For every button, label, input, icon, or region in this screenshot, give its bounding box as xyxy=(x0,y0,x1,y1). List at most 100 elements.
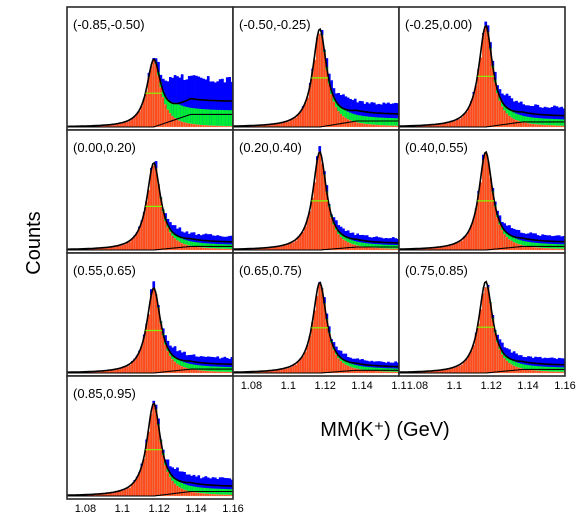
hist-bar-blue xyxy=(223,236,227,250)
hist-bar-blue xyxy=(391,103,395,127)
hist-bar-blue xyxy=(394,102,397,127)
hist-bar-blue xyxy=(199,77,203,127)
hist-bar-blue xyxy=(197,356,201,373)
hist-bar-blue xyxy=(372,102,376,127)
hist-bar-green xyxy=(550,118,554,127)
panel-frame xyxy=(398,252,566,377)
hist-bar-green xyxy=(209,488,212,496)
x-tick-label: 1.08 xyxy=(75,503,96,515)
hist-bar-blue xyxy=(187,76,191,127)
hist-bar-blue xyxy=(396,238,400,250)
hist-bar-blue xyxy=(538,356,542,373)
x-tick-label: 1.08 xyxy=(407,380,428,392)
hist-bar-blue xyxy=(228,358,231,373)
hist-bar-green xyxy=(548,118,552,127)
hist-bar-blue xyxy=(527,356,530,373)
hist-bar-blue xyxy=(361,234,364,250)
hist-bar-blue xyxy=(192,75,196,127)
hist-bar-blue xyxy=(356,102,359,127)
hist-bar-green xyxy=(230,110,234,127)
panel-1: (-0.50,-0.25) xyxy=(232,6,400,131)
hist-bar-blue xyxy=(557,235,561,250)
hist-bar-blue xyxy=(195,356,198,373)
hist-bar-green xyxy=(211,488,215,496)
hist-bar-blue xyxy=(377,237,381,250)
hist-bar-green xyxy=(187,485,191,496)
hist-bar-green xyxy=(221,110,224,127)
hist-bar-blue xyxy=(541,234,544,250)
hist-bar-blue xyxy=(351,100,355,127)
hist-bar-blue xyxy=(527,105,530,127)
hist-bar-green xyxy=(548,366,552,373)
hist-bar-blue xyxy=(214,235,217,250)
hist-bar-blue xyxy=(176,76,179,127)
hist-bar-green xyxy=(195,108,198,127)
panel-bin-label: (0.75,0.85) xyxy=(405,263,468,278)
hist-bar-blue xyxy=(363,235,367,250)
panel-bin-label: (0.40,0.55) xyxy=(405,140,468,155)
hist-bar-blue xyxy=(192,354,196,373)
hist-bar-green xyxy=(557,119,561,127)
hist-bar-blue xyxy=(389,238,393,250)
hist-bar-green xyxy=(553,119,556,127)
hist-bar-green xyxy=(536,118,540,127)
hist-bar-blue xyxy=(365,235,369,250)
hist-bar-blue xyxy=(370,102,374,127)
panel-4: (0.20,0.40) xyxy=(232,129,400,254)
hist-bar-green xyxy=(557,367,561,373)
hist-bar-blue xyxy=(548,235,552,250)
x-tick-label: 1.1 xyxy=(281,380,296,392)
hist-bar-blue xyxy=(358,100,362,127)
hist-bar-blue xyxy=(209,81,212,127)
hist-bar-green xyxy=(204,109,208,127)
hist-bar-blue xyxy=(361,359,364,373)
hist-bar-green xyxy=(228,244,231,250)
hist-bar-blue xyxy=(195,476,198,496)
hist-bar-blue xyxy=(527,233,530,250)
hist-bar-green xyxy=(375,117,378,127)
hist-bar-blue xyxy=(218,235,222,250)
hist-bar-blue xyxy=(541,107,544,127)
hist-bar-green xyxy=(522,364,525,373)
hist-bar-blue xyxy=(370,360,374,373)
hist-bar-green xyxy=(197,108,201,127)
hist-bar-green xyxy=(553,367,556,373)
hist-bar-blue xyxy=(190,75,193,127)
hist-bar-blue xyxy=(206,477,210,496)
x-tick-label: 1.16 xyxy=(554,380,575,392)
hist-bar-blue xyxy=(206,76,210,127)
hist-bar-green xyxy=(206,488,210,496)
hist-bar-blue xyxy=(190,475,193,496)
hist-bar-blue xyxy=(543,106,547,127)
y-axis-title: Counts xyxy=(23,211,45,274)
hist-bar-blue xyxy=(375,236,378,250)
fit-curve-total xyxy=(233,150,399,250)
hist-bar-green xyxy=(171,102,174,127)
hist-bar-green xyxy=(218,366,222,373)
fit-curve-total xyxy=(398,24,565,127)
hist-bar-green xyxy=(218,109,222,127)
panel-5: (0.40,0.55) xyxy=(398,129,566,254)
fit-curve-total xyxy=(66,402,233,496)
hist-bar-green xyxy=(351,113,355,127)
hist-bar-blue xyxy=(372,361,376,373)
hist-bar-blue xyxy=(225,77,229,127)
fit-curve-background xyxy=(233,120,399,128)
hist-bar-blue xyxy=(228,77,231,127)
hist-bar-blue xyxy=(202,356,205,373)
hist-bar-green xyxy=(228,367,231,373)
hist-bar-green xyxy=(553,244,556,250)
fit-curve-background xyxy=(67,368,233,374)
hist-bar-blue xyxy=(391,362,395,373)
hist-bar-blue xyxy=(202,477,205,496)
hist-bar-blue xyxy=(221,236,224,250)
hist-bar-blue xyxy=(394,238,397,250)
hist-bar-blue xyxy=(195,75,198,127)
hist-bar-blue xyxy=(550,357,554,373)
hist-bar-blue xyxy=(204,233,208,250)
hist-bar-green xyxy=(199,109,203,127)
hist-bar-green xyxy=(562,119,566,127)
panel-3: (0.00,0.20) xyxy=(66,129,234,254)
hist-bar-green xyxy=(216,366,220,373)
